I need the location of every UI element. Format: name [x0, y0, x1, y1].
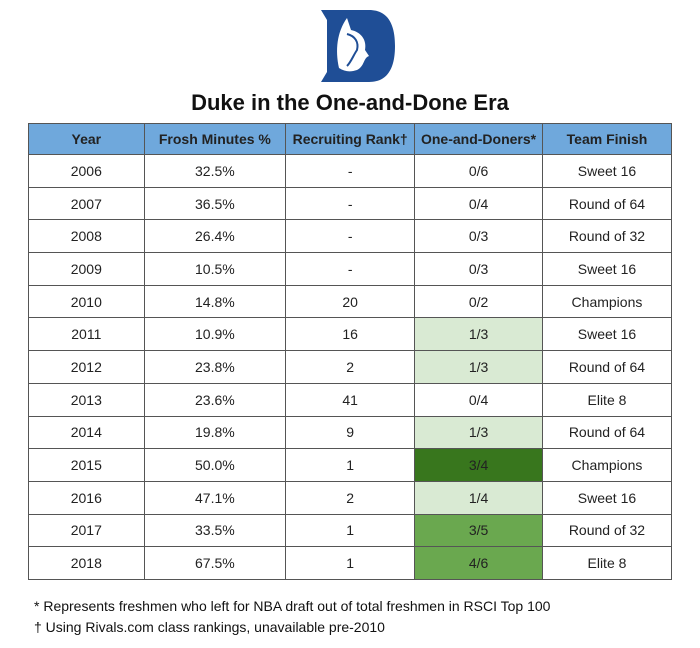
table-cell: 14.8%	[143, 284, 287, 319]
table-cell: 33.5%	[143, 513, 287, 548]
table-cell: Round of 32	[541, 219, 673, 254]
table-cell: 3/4	[414, 448, 543, 482]
table-cell: 0/6	[414, 154, 543, 188]
footnote-dagger: † Using Rivals.com class rankings, unava…	[34, 619, 385, 635]
table-title: Duke in the One-and-Done Era	[191, 90, 509, 115]
table-cell: Champions	[541, 284, 673, 319]
table-cell: Elite 8	[541, 546, 673, 580]
table-cell: 2013	[28, 382, 145, 417]
table-row: 2015 50.0% 1 3/4 Champions	[28, 448, 673, 482]
table-row: 2018 67.5% 1 4/6 Elite 8	[28, 546, 673, 580]
table-cell: 0/4	[414, 382, 543, 417]
table-row: 2012 23.8% 2 1/3 Round of 64	[28, 350, 673, 384]
table-row: 2013 23.6% 41 0/4 Elite 8	[28, 382, 673, 417]
table-cell: 2018	[28, 546, 145, 580]
table-cell: 2016	[28, 480, 145, 515]
table-cell: 2012	[28, 350, 145, 384]
table-cell: 26.4%	[143, 219, 287, 254]
table-cell: -	[285, 186, 416, 221]
column-header: Recruiting Rank†	[285, 123, 416, 155]
table-row: 2010 14.8% 20 0/2 Champions	[28, 284, 673, 319]
table-cell: 10.5%	[143, 252, 287, 286]
table-cell: 2010	[28, 284, 145, 319]
table-cell: 23.8%	[143, 350, 287, 384]
table-row: 2007 36.5% -0/4 Round of 64	[28, 186, 673, 221]
column-header: Team Finish	[541, 123, 673, 155]
column-header: Frosh Minutes %	[143, 123, 287, 155]
table-cell: 1/4	[414, 480, 543, 515]
table-cell: 2017	[28, 513, 145, 548]
table-cell: Sweet 16	[541, 252, 673, 286]
table-cell: 0/3	[414, 252, 543, 286]
table-cell: 2014	[28, 415, 145, 450]
table-cell: Champions	[541, 448, 673, 482]
table-cell: 10.9%	[143, 317, 287, 352]
column-header: One-and-Doners*	[414, 123, 543, 155]
table-cell: Round of 32	[541, 513, 673, 548]
table-row: 2009 10.5% -0/3 Sweet 16	[28, 252, 673, 286]
column-header: Year	[28, 123, 145, 155]
table-cell: 0/4	[414, 186, 543, 221]
table-cell: 1/3	[414, 350, 543, 384]
table-cell: -	[285, 252, 416, 286]
table-cell: 2006	[28, 154, 145, 188]
table-row: 2017 33.5% 1 3/5 Round of 32	[28, 513, 673, 548]
table-cell: 4/6	[414, 546, 543, 580]
data-table: Year Frosh Minutes % Recruiting Rank† One-a…	[28, 123, 673, 580]
table-cell: 32.5%	[143, 154, 287, 188]
table-row: 2008 26.4% -0/3 Round of 32	[28, 219, 673, 254]
table-cell: -	[285, 154, 416, 188]
table-cell: 2008	[28, 219, 145, 254]
table-cell: Round of 64	[541, 415, 673, 450]
table-cell: 1/3	[414, 415, 543, 450]
table-cell: 2	[285, 350, 416, 384]
table-cell: 1	[285, 513, 416, 548]
table-cell: 19.8%	[143, 415, 287, 450]
table-cell: Round of 64	[541, 186, 673, 221]
table-cell: 16	[285, 317, 416, 352]
table-cell: 3/5	[414, 513, 543, 548]
table-cell: 9	[285, 415, 416, 450]
table-cell: 1/3	[414, 317, 543, 352]
table-cell: 1	[285, 448, 416, 482]
table-cell: 47.1%	[143, 480, 287, 515]
table-cell: Sweet 16	[541, 154, 673, 188]
table-cell: Round of 64	[541, 350, 673, 384]
table-cell: 23.6%	[143, 382, 287, 417]
table-row: 2011 10.9% 16 1/3 Sweet 16	[28, 317, 673, 352]
table-row: 2014 19.8% 9 1/3 Round of 64	[28, 415, 673, 450]
footnote-asterisk: * Represents freshmen who left for NBA d…	[34, 598, 551, 614]
table-cell: 2009	[28, 252, 145, 286]
table-cell: Elite 8	[541, 382, 673, 417]
table-cell: 0/2	[414, 284, 543, 319]
table-row: 2016 47.1% 2 1/4 Sweet 16	[28, 480, 673, 515]
table-row: 2006 32.5% -0/6 Sweet 16	[28, 154, 673, 188]
table-cell: Sweet 16	[541, 317, 673, 352]
table-cell: 36.5%	[143, 186, 287, 221]
table-cell: 20	[285, 284, 416, 319]
table-cell: 1	[285, 546, 416, 580]
table-cell: 2	[285, 480, 416, 515]
table-cell: 2011	[28, 317, 145, 352]
table-cell: 67.5%	[143, 546, 287, 580]
table-cell: -	[285, 219, 416, 254]
table-cell: 0/3	[414, 219, 543, 254]
table-cell: 2007	[28, 186, 145, 221]
duke-logo	[321, 10, 395, 82]
table-cell: 2015	[28, 448, 145, 482]
table-cell: 41	[285, 382, 416, 417]
table-cell: Sweet 16	[541, 480, 673, 515]
table-cell: 50.0%	[143, 448, 287, 482]
